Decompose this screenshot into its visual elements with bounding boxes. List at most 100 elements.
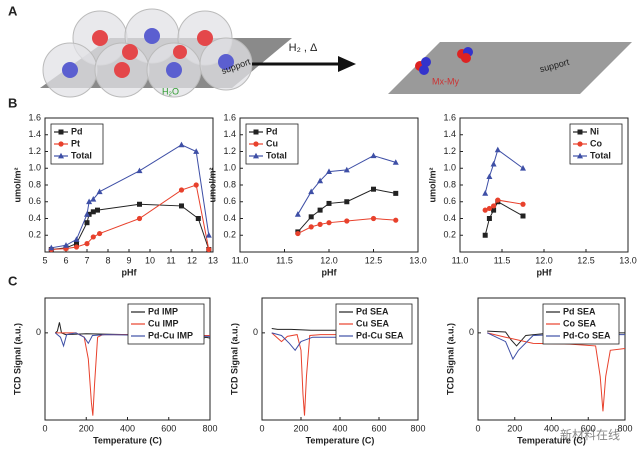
series-line — [54, 332, 211, 348]
legend-label: Pd — [266, 126, 278, 136]
legend-label: Total — [71, 150, 92, 160]
marker — [308, 224, 314, 230]
series-line — [271, 332, 399, 416]
marker — [370, 152, 377, 159]
marker — [371, 186, 376, 192]
marker — [90, 196, 97, 202]
marker — [73, 244, 80, 250]
x-axis-label: Temperature (C) — [517, 435, 586, 445]
watermark: 新材料在线 — [560, 427, 620, 442]
marker — [90, 234, 96, 240]
marker — [205, 232, 212, 238]
marker — [495, 197, 501, 203]
x-tick-label: 12.0 — [535, 255, 553, 265]
legend-label: Cu — [266, 138, 278, 148]
x-tick-label: 800 — [410, 423, 425, 433]
marker — [193, 182, 199, 188]
legend-label: Pd SEA — [563, 306, 596, 316]
legend-label: Pd SEA — [356, 306, 389, 316]
legend-label: Ni — [590, 126, 599, 136]
marker — [179, 203, 184, 209]
y-axis-label: umol/m² — [427, 167, 437, 202]
marker — [486, 205, 492, 212]
marker — [253, 152, 259, 159]
x-tick-label: 6 — [63, 255, 68, 265]
y-tick-label: 1.2 — [443, 146, 456, 156]
y-tick-label: 0.8 — [223, 179, 236, 189]
y-tick-label: 0.2 — [443, 230, 456, 240]
x-tick-label: 9 — [126, 255, 131, 265]
y-axis-label: TCD Signal (a.u.) — [12, 323, 22, 395]
x-tick-label: 800 — [202, 423, 217, 433]
panel-a: A support H₂O H₂ , Δ Mx-My support — [8, 3, 632, 98]
y-tick-label: 0.4 — [28, 213, 41, 223]
marker — [482, 232, 488, 238]
x-tick-label: 0 — [475, 423, 480, 433]
y-tick-label: 0.4 — [223, 213, 236, 223]
marker — [137, 201, 142, 207]
legend-label: Co SEA — [563, 318, 597, 328]
marker — [86, 198, 93, 205]
legend-label: Total — [590, 150, 611, 160]
y-tick-label: 0.2 — [28, 230, 41, 240]
legend-label: Pd-Cu SEA — [356, 330, 404, 340]
series-line — [484, 149, 524, 194]
marker — [577, 141, 583, 147]
cluster — [415, 47, 473, 75]
x-tick-label: 800 — [617, 423, 632, 433]
legend-label: Pt — [71, 138, 80, 148]
marker — [392, 159, 399, 165]
arrow-label: H₂ , Δ — [289, 42, 318, 54]
x-axis-label: Temperature (C) — [93, 435, 162, 445]
legend-label: Total — [266, 150, 287, 160]
y-tick-label: 0.6 — [28, 196, 41, 206]
y-tick-label: 0.6 — [443, 196, 456, 206]
x-axis-label: pHf — [537, 267, 553, 277]
y-tick-label: 0.8 — [443, 179, 456, 189]
legend-label: Cu SEA — [356, 318, 390, 328]
x-tick-label: 7 — [84, 255, 89, 265]
marker — [393, 217, 399, 223]
marker — [326, 220, 332, 226]
marker — [84, 241, 90, 247]
x-axis-label: pHf — [122, 267, 138, 277]
x-tick-label: 5 — [42, 255, 47, 265]
marker — [343, 166, 350, 173]
marker — [326, 168, 332, 174]
marker — [520, 201, 526, 207]
marker — [73, 236, 80, 242]
y-tick-label: 1.4 — [443, 129, 456, 139]
y-tick-label: 0 — [469, 327, 474, 337]
alloy-label: Mx-My — [432, 76, 459, 86]
x-tick-label: 11 — [166, 255, 175, 265]
x-tick-label: 12.5 — [365, 255, 383, 265]
x-tick-label: 12 — [187, 255, 197, 265]
marker — [95, 207, 100, 213]
x-tick-label: 11.0 — [232, 255, 249, 265]
x-tick-label: 11.5 — [276, 255, 293, 265]
y-tick-label: 1.0 — [223, 163, 236, 173]
legend-label: Pd IMP — [148, 306, 178, 316]
support-slab — [388, 42, 632, 94]
marker — [344, 218, 350, 224]
marker — [486, 173, 493, 180]
y-tick-label: 0 — [253, 327, 258, 337]
x-tick-label: 11.0 — [452, 255, 469, 265]
marker — [308, 214, 314, 220]
marker — [482, 190, 489, 196]
marker — [326, 200, 332, 206]
marker — [97, 230, 103, 237]
legend-label: Cu IMP — [148, 318, 179, 328]
y-tick-label: 1.6 — [443, 112, 456, 122]
marker — [577, 129, 583, 135]
marker — [195, 216, 201, 221]
marker — [520, 213, 526, 219]
marker — [136, 167, 143, 174]
marker — [48, 244, 55, 251]
x-tick-label: 600 — [371, 423, 386, 433]
marker — [491, 207, 497, 213]
series-line — [55, 332, 210, 416]
panel-label: C — [8, 273, 18, 288]
series-line — [297, 155, 396, 215]
y-tick-label: 1.0 — [28, 163, 41, 173]
